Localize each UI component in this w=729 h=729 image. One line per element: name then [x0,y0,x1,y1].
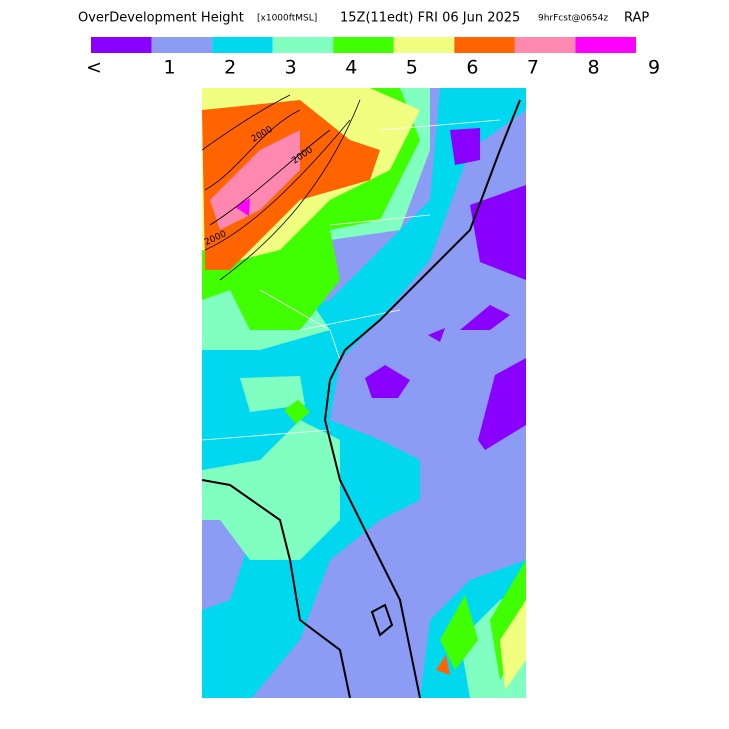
legend-swatch [272,37,334,53]
field [436,655,450,675]
units: [x1000ftMSL] [257,14,317,24]
legend-label: 7 [527,57,539,79]
field [202,420,340,560]
field [284,400,310,424]
legend-swatch [575,37,636,53]
legend-swatch [393,37,455,53]
map [202,88,526,698]
legend-label: 2 [224,57,236,79]
field [240,376,305,412]
legend-label: 1 [164,57,176,79]
field [460,305,510,330]
legend-swatch [151,37,213,53]
field [470,185,526,280]
field [450,128,480,165]
legend-swatch [454,37,515,53]
state-border [202,119,501,441]
contour [202,94,361,281]
field [210,130,300,230]
title: OverDevelopment Height [78,11,244,26]
legend-label: 4 [345,57,357,79]
field [428,328,445,342]
legend-swatch [333,37,394,53]
model: RAP [624,11,649,26]
legend-label: 5 [406,57,418,79]
valid-time: 15Z(11edt) FRI 06 Jun 2025 [340,11,520,26]
legend-label: < [86,57,102,79]
legend-swatch [91,37,152,53]
field [365,365,410,398]
coastline [202,99,521,698]
forecast: 9hrFcst@0654z [538,14,608,24]
field [235,198,250,216]
legend-label: 3 [285,57,297,79]
legend-label: 8 [587,57,599,79]
field [440,595,478,670]
field [478,358,526,450]
legend-label: 9 [648,57,660,79]
field [500,600,526,690]
legend: <1 2 3 4 5 6 7 8 9 [86,37,660,79]
legend-swatch [212,37,273,53]
legend-swatch [514,37,576,53]
legend-label: 6 [466,57,478,79]
